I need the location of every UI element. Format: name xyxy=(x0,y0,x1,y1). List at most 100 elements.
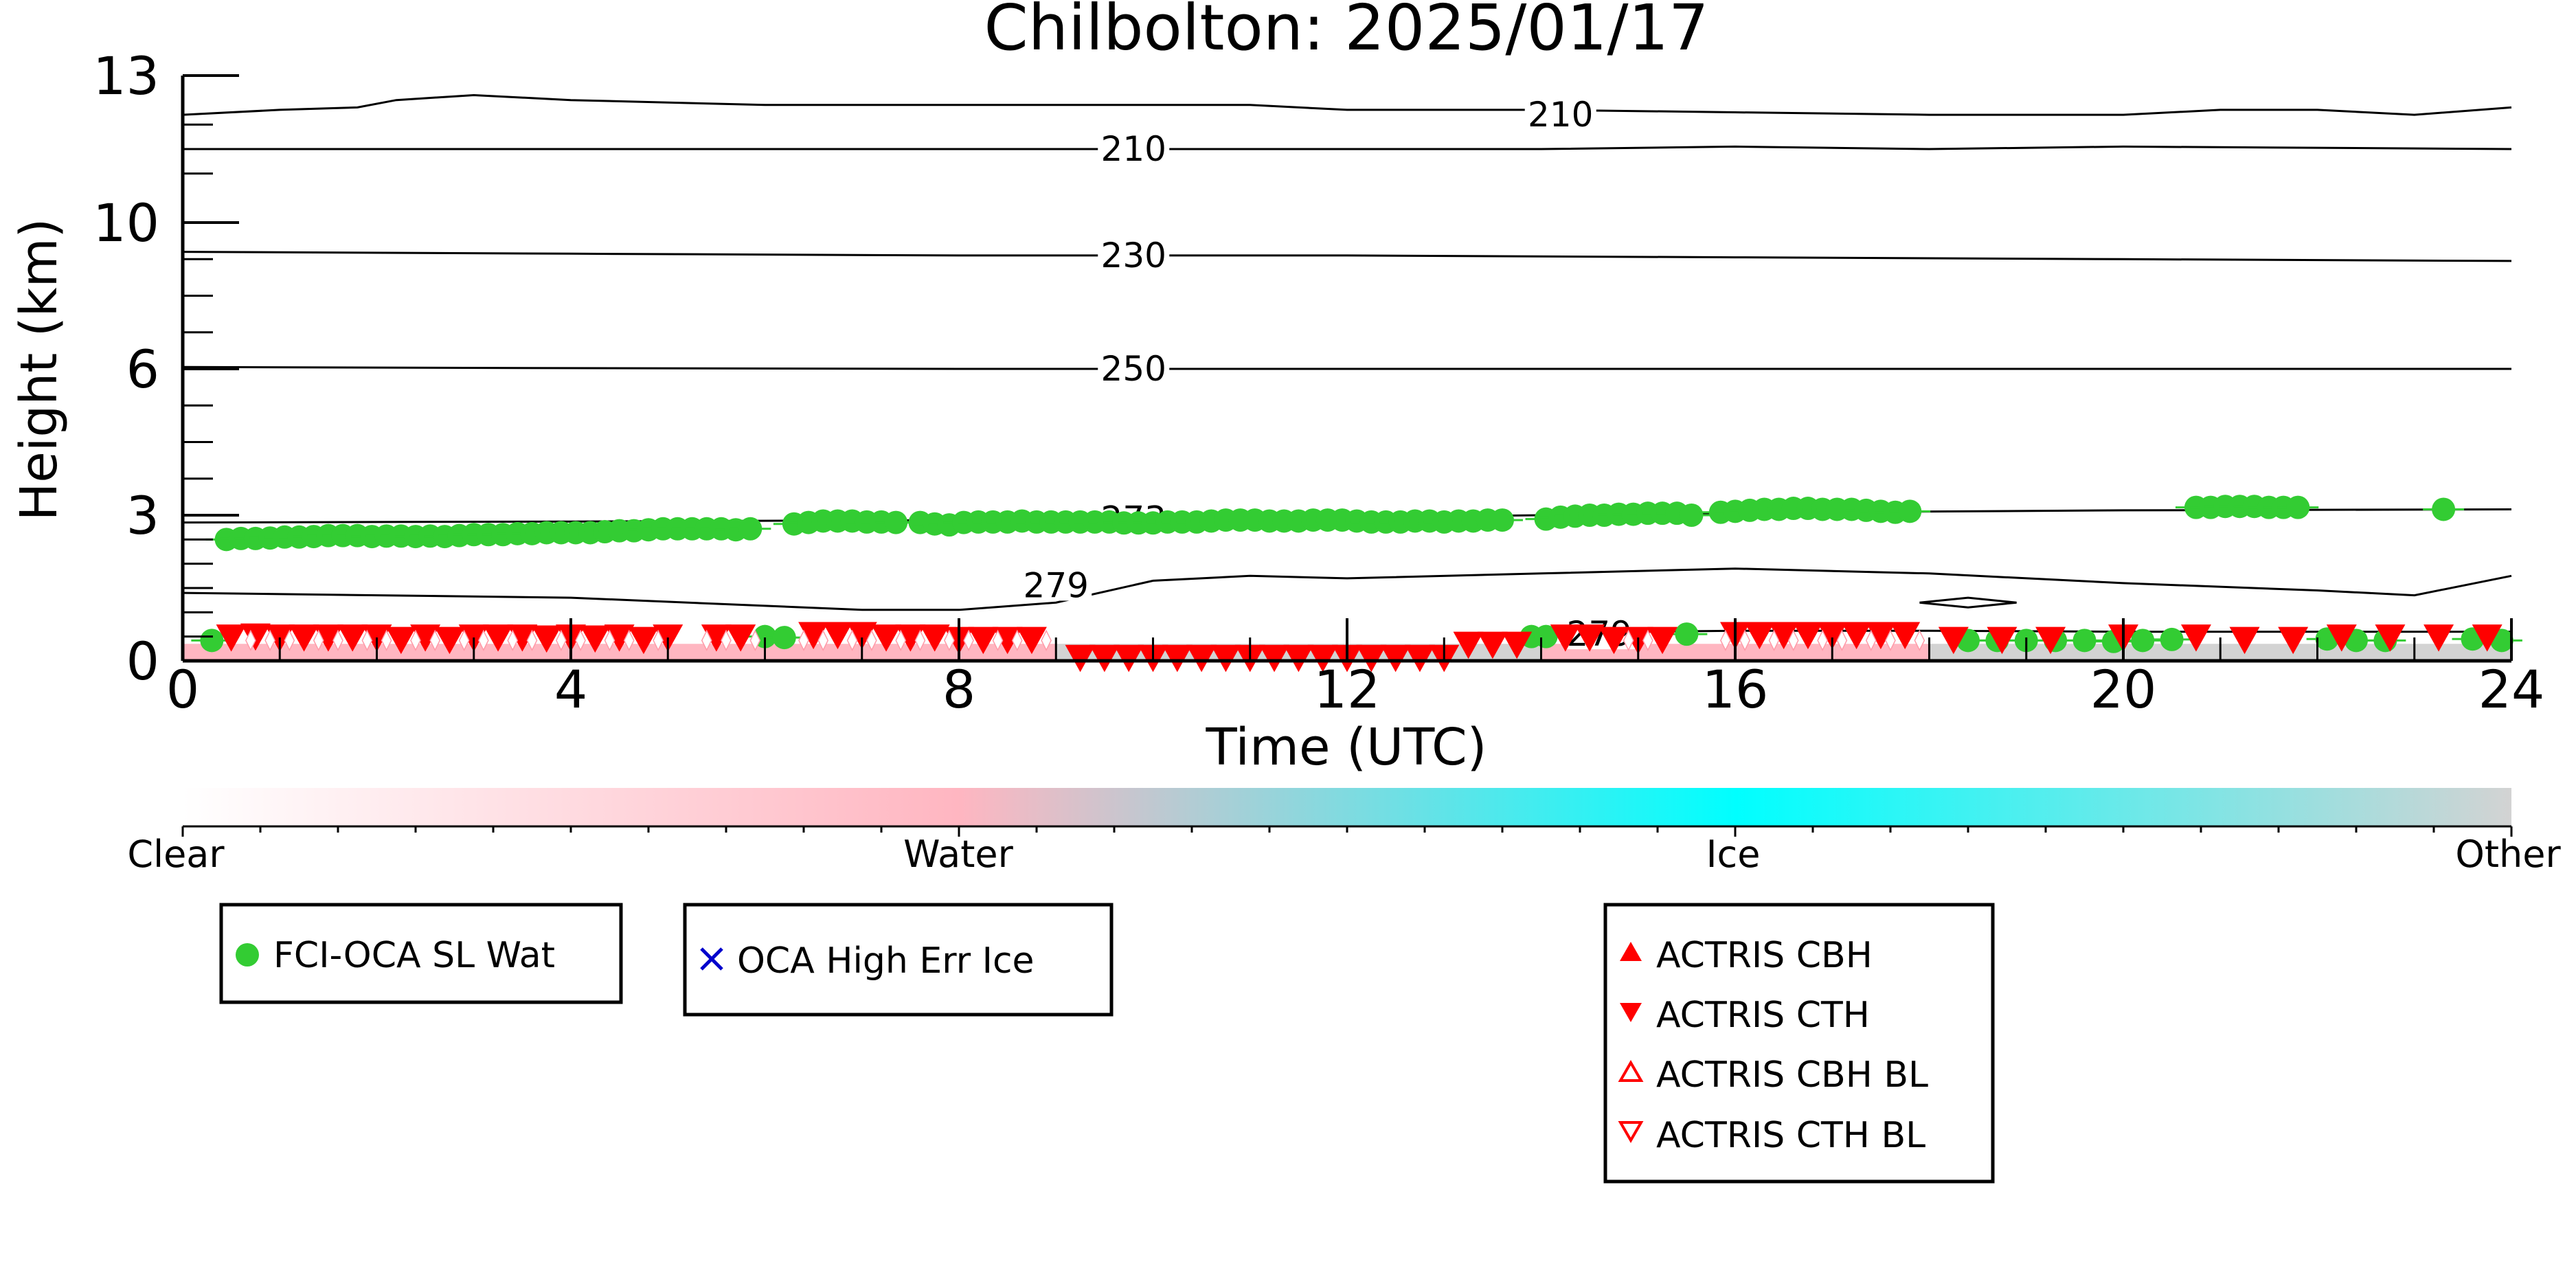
data-point-diamond xyxy=(284,629,295,651)
y-tick-label: 13 xyxy=(93,45,159,106)
data-point-actris-cth xyxy=(434,626,465,655)
contour-label: 279 xyxy=(1024,565,1089,605)
legend-label: FCI-OCA SL Wat xyxy=(273,935,555,976)
contour-label: 210 xyxy=(1528,95,1593,135)
x-tick-label: 8 xyxy=(942,659,975,720)
data-point-actris-cth xyxy=(895,624,926,652)
legend-label: OCA High Err Ice xyxy=(737,940,1035,982)
contour-label: 250 xyxy=(1101,349,1166,389)
data-point-oca-water xyxy=(738,517,762,541)
x-tick-label: 0 xyxy=(166,659,199,720)
legend-label: ACTRIS CTH xyxy=(1656,995,1870,1036)
data-point-diamond xyxy=(1720,629,1731,651)
contour-label-bg xyxy=(1098,131,1170,164)
data-point-actris-cth xyxy=(604,624,635,652)
data-point-diamond xyxy=(245,629,256,651)
legend-box xyxy=(219,903,623,1004)
contour-line xyxy=(182,567,2512,611)
data-point-diamond xyxy=(313,629,324,651)
data-point-actris-cth xyxy=(1259,644,1290,673)
data-point-actris-cth xyxy=(1865,622,1896,650)
colorbar-label-ice: Ice xyxy=(1706,833,1761,876)
data-point-oca-water xyxy=(2131,629,2155,653)
data-point-diamond xyxy=(817,629,829,651)
data-point-diamond xyxy=(264,629,275,651)
data-point-actris-cth xyxy=(1768,622,1799,650)
data-point-actris-cth xyxy=(1453,631,1484,659)
data-point-oca-water xyxy=(200,629,224,653)
legend-oca-ice: OCA High Err Ice xyxy=(683,903,1114,1017)
data-point-diamond xyxy=(1885,629,1896,651)
legend-label: ACTRIS CTH BL xyxy=(1656,1115,1925,1156)
data-point-actris-cth xyxy=(1938,626,1969,655)
data-point-actris-cth xyxy=(798,622,829,650)
data-point-diamond xyxy=(1623,629,1634,651)
x-tick-label: 16 xyxy=(1702,659,1769,720)
data-point-actris-cth xyxy=(216,624,247,652)
data-point-actris-cth xyxy=(1186,644,1217,673)
data-point-actris-cth xyxy=(580,625,611,653)
colorbar-label-other: Other xyxy=(2455,833,2561,876)
data-point-actris-cth xyxy=(1890,622,1921,650)
data-point-actris-cth xyxy=(1477,631,1508,659)
contour-label-bg xyxy=(1098,237,1170,271)
x-tick-label: 4 xyxy=(554,659,587,720)
contour-line xyxy=(1919,596,2017,609)
data-point-actris-cth xyxy=(701,624,732,652)
data-point-actris-cth xyxy=(2375,624,2406,652)
legend-marker-filled-circle xyxy=(236,943,259,967)
data-point-diamond xyxy=(575,629,586,651)
data-point-diamond xyxy=(1836,629,1848,651)
data-point-actris-cth xyxy=(2229,626,2260,655)
legend-marker-filled-triangle-down xyxy=(1620,1003,1642,1022)
x-axis-label: Time (UTC) xyxy=(1205,718,1487,777)
data-point-actris-cth xyxy=(1283,644,1314,673)
colorbar-label-water: Water xyxy=(903,833,1013,876)
x-tick-label: 20 xyxy=(2090,659,2157,720)
data-point-actris-cth xyxy=(507,624,538,652)
data-point-actris-cth xyxy=(628,626,659,655)
data-point-oca-water xyxy=(1491,508,1514,532)
data-point-diamond xyxy=(1739,629,1750,651)
legend-marker-open-triangle-down xyxy=(1618,1121,1644,1144)
data-point-actris-cth xyxy=(1114,644,1144,673)
data-point-diamond xyxy=(1642,629,1653,651)
data-point-diamond xyxy=(478,629,489,651)
data-point-actris-cth xyxy=(1162,644,1193,673)
data-point-actris-cth xyxy=(1404,644,1435,673)
contour-line xyxy=(183,145,2512,150)
y-tick-label: 3 xyxy=(126,485,159,546)
data-point-actris-cth xyxy=(2035,626,2066,655)
data-point-diamond xyxy=(429,629,441,651)
data-point-diamond xyxy=(895,629,907,651)
data-point-diamond xyxy=(526,629,538,651)
colorbar-ticks xyxy=(181,826,2513,837)
y-tick-label: 10 xyxy=(93,192,159,253)
data-point-actris-cth xyxy=(1550,624,1581,652)
plot-area: 210210230250273279279036101304812162024 xyxy=(93,45,2544,720)
data-point-actris-cth xyxy=(1987,626,2018,655)
data-point-diamond xyxy=(410,629,421,651)
data-point-diamond xyxy=(701,629,712,651)
data-point-actris-cth xyxy=(1380,644,1411,673)
data-point-diamond xyxy=(944,629,955,651)
data-point-diamond xyxy=(332,629,343,651)
data-point-actris-cth xyxy=(289,624,319,652)
chart-title: Chilbolton: 2025/01/17 xyxy=(984,0,1708,65)
phase-colorbar: Clear Water Ice Other xyxy=(127,788,2561,876)
data-point-diamond xyxy=(623,629,635,651)
data-point-diamond xyxy=(749,629,761,651)
data-point-oca-water xyxy=(1680,504,1704,527)
data-point-actris-cth xyxy=(1647,626,1678,655)
legend-box xyxy=(1603,903,1995,1184)
y-axis-label: Height (km) xyxy=(10,218,69,521)
contour-label: 210 xyxy=(1101,129,1166,169)
data-point-actris-cth xyxy=(2472,624,2502,652)
data-point-actris-cth xyxy=(1574,624,1605,652)
data-point-oca-water xyxy=(772,626,796,650)
colorbar-gradient xyxy=(183,788,2511,826)
data-point-actris-cth xyxy=(2424,624,2454,652)
data-point-actris-cth xyxy=(240,623,271,651)
data-point-actris-cth xyxy=(1598,626,1629,655)
